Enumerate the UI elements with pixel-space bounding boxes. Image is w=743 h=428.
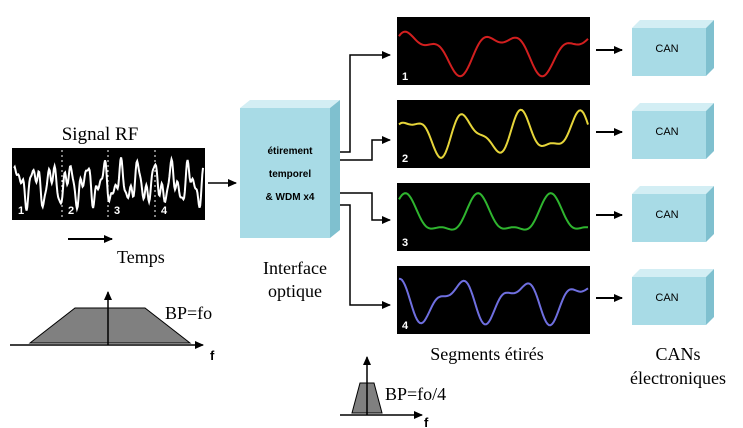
segment-waveform-2 [398,108,589,159]
segment-to-adc-arrows [596,46,623,302]
optical-interface-box: étirement temporel & WDM x4 [240,100,340,238]
adc-block-2: CAN [632,103,714,159]
adc-block-3: CAN [632,186,714,242]
adc-label-2: CAN [655,126,678,138]
adc-label-3: CAN [655,209,678,221]
rf-waveform [13,155,204,213]
segment-waveform-1 [398,30,589,78]
rf-segment-label-2: 2 [68,205,74,217]
interface-box-line-2: temporel [269,169,311,180]
input-bandwidth-label: BP=fo [165,303,212,323]
segment-panel-3: 3 [397,183,590,251]
segments-caption: Segments étirés [430,344,543,364]
segment-waveform-3 [398,192,589,231]
segment-freq-axis-label: f [424,415,429,428]
input-spectrum: f BP=fo [10,291,215,363]
input-freq-axis-label: f [210,348,215,363]
interface-box-line-1: étirement [267,146,313,157]
segment-panel-1: 1 [397,17,590,85]
adc-label-1: CAN [655,43,678,55]
interface-connectors [340,51,391,309]
segment-label-3: 3 [402,237,408,249]
interface-caption-line-1: Interface [263,258,327,278]
input-title: Signal RF [62,124,139,145]
segment-label-4: 4 [402,320,409,332]
adc-caption-line-2: électroniques [630,368,726,388]
segment-panel-4: 4 [397,266,590,334]
interface-caption-line-2: optique [268,281,322,301]
adc-block-4: CAN [632,269,714,325]
rf-segment-label-3: 3 [114,205,120,217]
segment-spectrum: f BP=fo/4 [340,356,446,428]
rf-segment-label-1: 1 [18,205,24,217]
interface-box-line-3: & WDM x4 [266,192,315,203]
segment-label-1: 1 [402,71,408,83]
rf-segment-label-4: 4 [161,205,168,217]
segment-bandwidth-label: BP=fo/4 [385,384,446,404]
segment-panel-2: 2 [397,100,590,168]
adc-block-1: CAN [632,20,714,76]
input-bandwidth-trapezoid [28,307,192,344]
adc-label-4: CAN [655,292,678,304]
segment-label-2: 2 [402,153,408,165]
rf-signal-panel: 1 2 3 4 [12,148,205,220]
time-label: Temps [117,247,165,267]
adc-caption-line-1: CANs [655,344,700,364]
segment-waveform-4 [398,277,589,327]
